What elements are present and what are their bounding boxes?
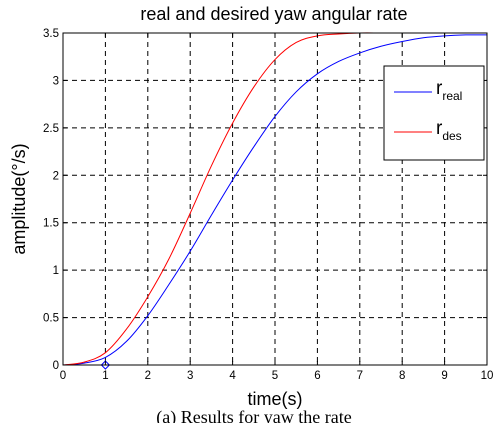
- y-tick-label: 2: [53, 170, 59, 182]
- series-line-real: [62, 34, 488, 366]
- legend: rreal rdes: [383, 65, 485, 161]
- y-tick-label: 1: [53, 265, 59, 277]
- data-marker: [100, 360, 111, 370]
- chart-title: real and desired yaw angular rate: [140, 4, 407, 24]
- y-tick-label: 2.5: [43, 123, 59, 135]
- x-tick-label: 10: [481, 370, 494, 382]
- figure-caption: (a) Results for yaw the rate: [156, 407, 351, 423]
- x-tick-label: 4: [229, 370, 236, 382]
- x-tick-label: 8: [399, 370, 405, 382]
- ticks: [62, 32, 488, 366]
- y-tick-label: 0.5: [43, 313, 59, 325]
- legend-label-des: rdes: [436, 118, 462, 143]
- y-tick-label: 1.5: [43, 218, 59, 230]
- tick-labels: 0 1 2 3 4 5 6 7 8 9 10 0 0.5 1 1.5 2 2.5 3 3.5: [43, 28, 493, 382]
- y-tick-label: 3: [53, 75, 59, 87]
- x-axis-label: time(s): [248, 389, 303, 409]
- legend-box: [383, 65, 485, 161]
- x-tick-label: 5: [272, 370, 278, 382]
- y-tick-label: 3.5: [43, 28, 59, 40]
- x-tick-label: 6: [314, 370, 320, 382]
- legend-label-real: rreal: [436, 78, 462, 103]
- x-tick-label: 1: [102, 370, 108, 382]
- x-tick-label: 9: [441, 370, 447, 382]
- y-tick-label: 0: [53, 360, 59, 372]
- x-tick-label: 7: [357, 370, 363, 382]
- y-axis-label: amplitude(°/s): [9, 143, 29, 254]
- x-tick-label: 0: [60, 370, 66, 382]
- x-tick-label: 3: [187, 370, 193, 382]
- x-tick-label: 2: [145, 370, 151, 382]
